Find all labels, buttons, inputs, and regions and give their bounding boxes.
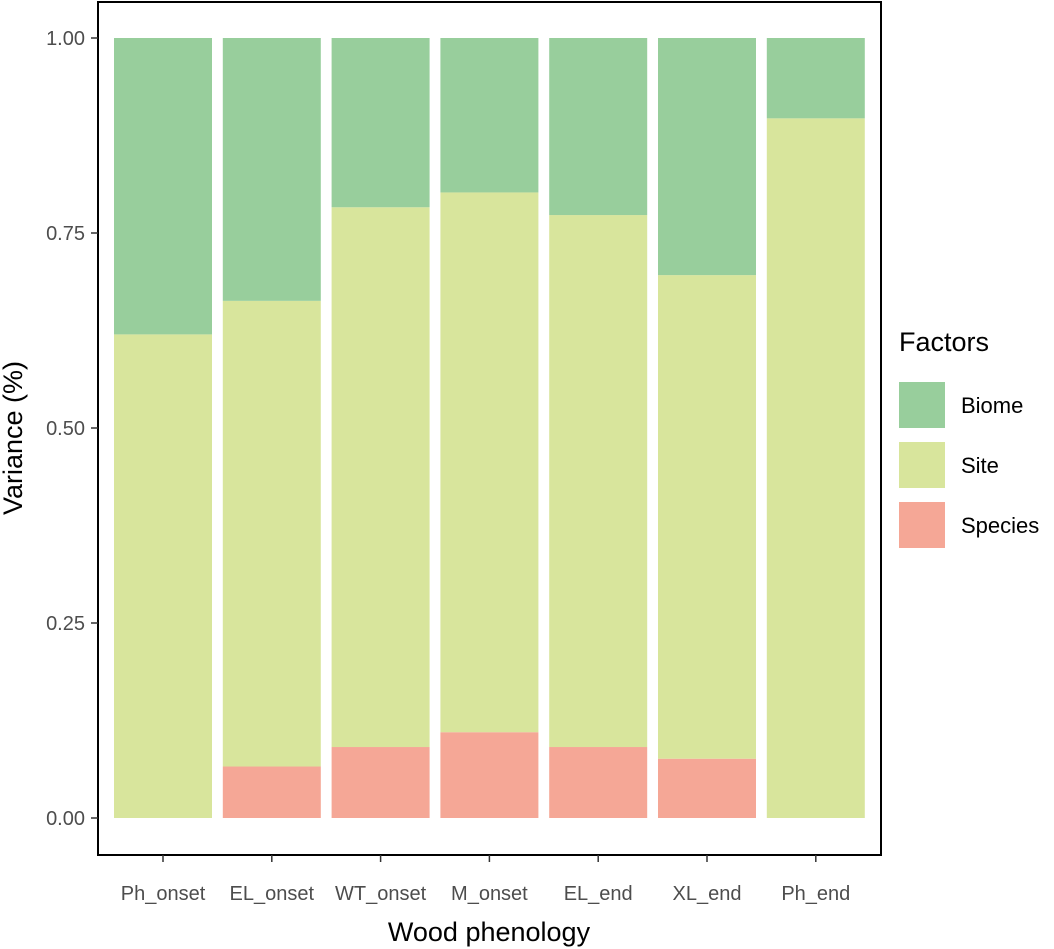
y-tick-label: 1.00 — [46, 28, 85, 50]
x-tick-label: EL_onset — [230, 883, 315, 905]
bar-species-wt_onset — [331, 747, 430, 818]
y-tick-label: 0.50 — [46, 418, 85, 440]
y-axis: 0.00 0.25 0.50 0.75 1.00 — [46, 28, 98, 830]
y-axis-title: Variance (%) — [0, 361, 28, 515]
bar-site-wt_onset — [331, 207, 430, 748]
x-tick-label: M_onset — [451, 883, 528, 905]
legend-label-biome: Biome — [961, 393, 1023, 418]
y-tick-label: 0.25 — [46, 613, 85, 635]
y-tick-label: 0.75 — [46, 223, 85, 245]
bar-biome-xl_end — [658, 38, 756, 276]
bar-biome-el_onset — [222, 38, 321, 301]
bar-species-el_end — [549, 747, 648, 818]
bar-species-xl_end — [658, 758, 756, 818]
bar-biome-m_onset — [440, 38, 539, 193]
bar-site-ph_onset — [114, 334, 212, 818]
bar-biome-ph_onset — [114, 38, 212, 335]
x-axis-title: Wood phenology — [388, 917, 591, 947]
x-axis: Ph_onset EL_onset WT_onset M_onset EL_end XL_… — [121, 855, 850, 905]
bar-species-el_onset — [222, 766, 321, 818]
bar-site-ph_end — [766, 118, 865, 819]
x-tick-label: EL_end — [564, 883, 633, 905]
legend-title: Factors — [899, 327, 989, 357]
bar-biome-wt_onset — [331, 38, 430, 208]
bar-site-m_onset — [440, 192, 539, 733]
legend-key-biome — [899, 382, 945, 428]
bar-site-xl_end — [658, 275, 756, 759]
x-tick-label: XL_end — [673, 883, 742, 905]
bar-biome-ph_end — [766, 38, 865, 119]
bar-biome-el_end — [549, 38, 648, 216]
legend-label-site: Site — [961, 453, 999, 478]
bars-group — [114, 38, 865, 819]
x-tick-label: Ph_end — [781, 883, 850, 905]
bar-site-el_end — [549, 215, 648, 748]
legend: Factors Biome Site Species — [899, 327, 1039, 548]
legend-key-site — [899, 442, 945, 488]
x-tick-label: Ph_onset — [121, 883, 206, 905]
y-tick-label: 0.00 — [46, 808, 85, 830]
bar-species-m_onset — [440, 732, 539, 818]
legend-key-species — [899, 502, 945, 548]
legend-label-species: Species — [961, 513, 1039, 538]
x-tick-label: WT_onset — [335, 883, 427, 905]
bar-site-el_onset — [222, 300, 321, 767]
